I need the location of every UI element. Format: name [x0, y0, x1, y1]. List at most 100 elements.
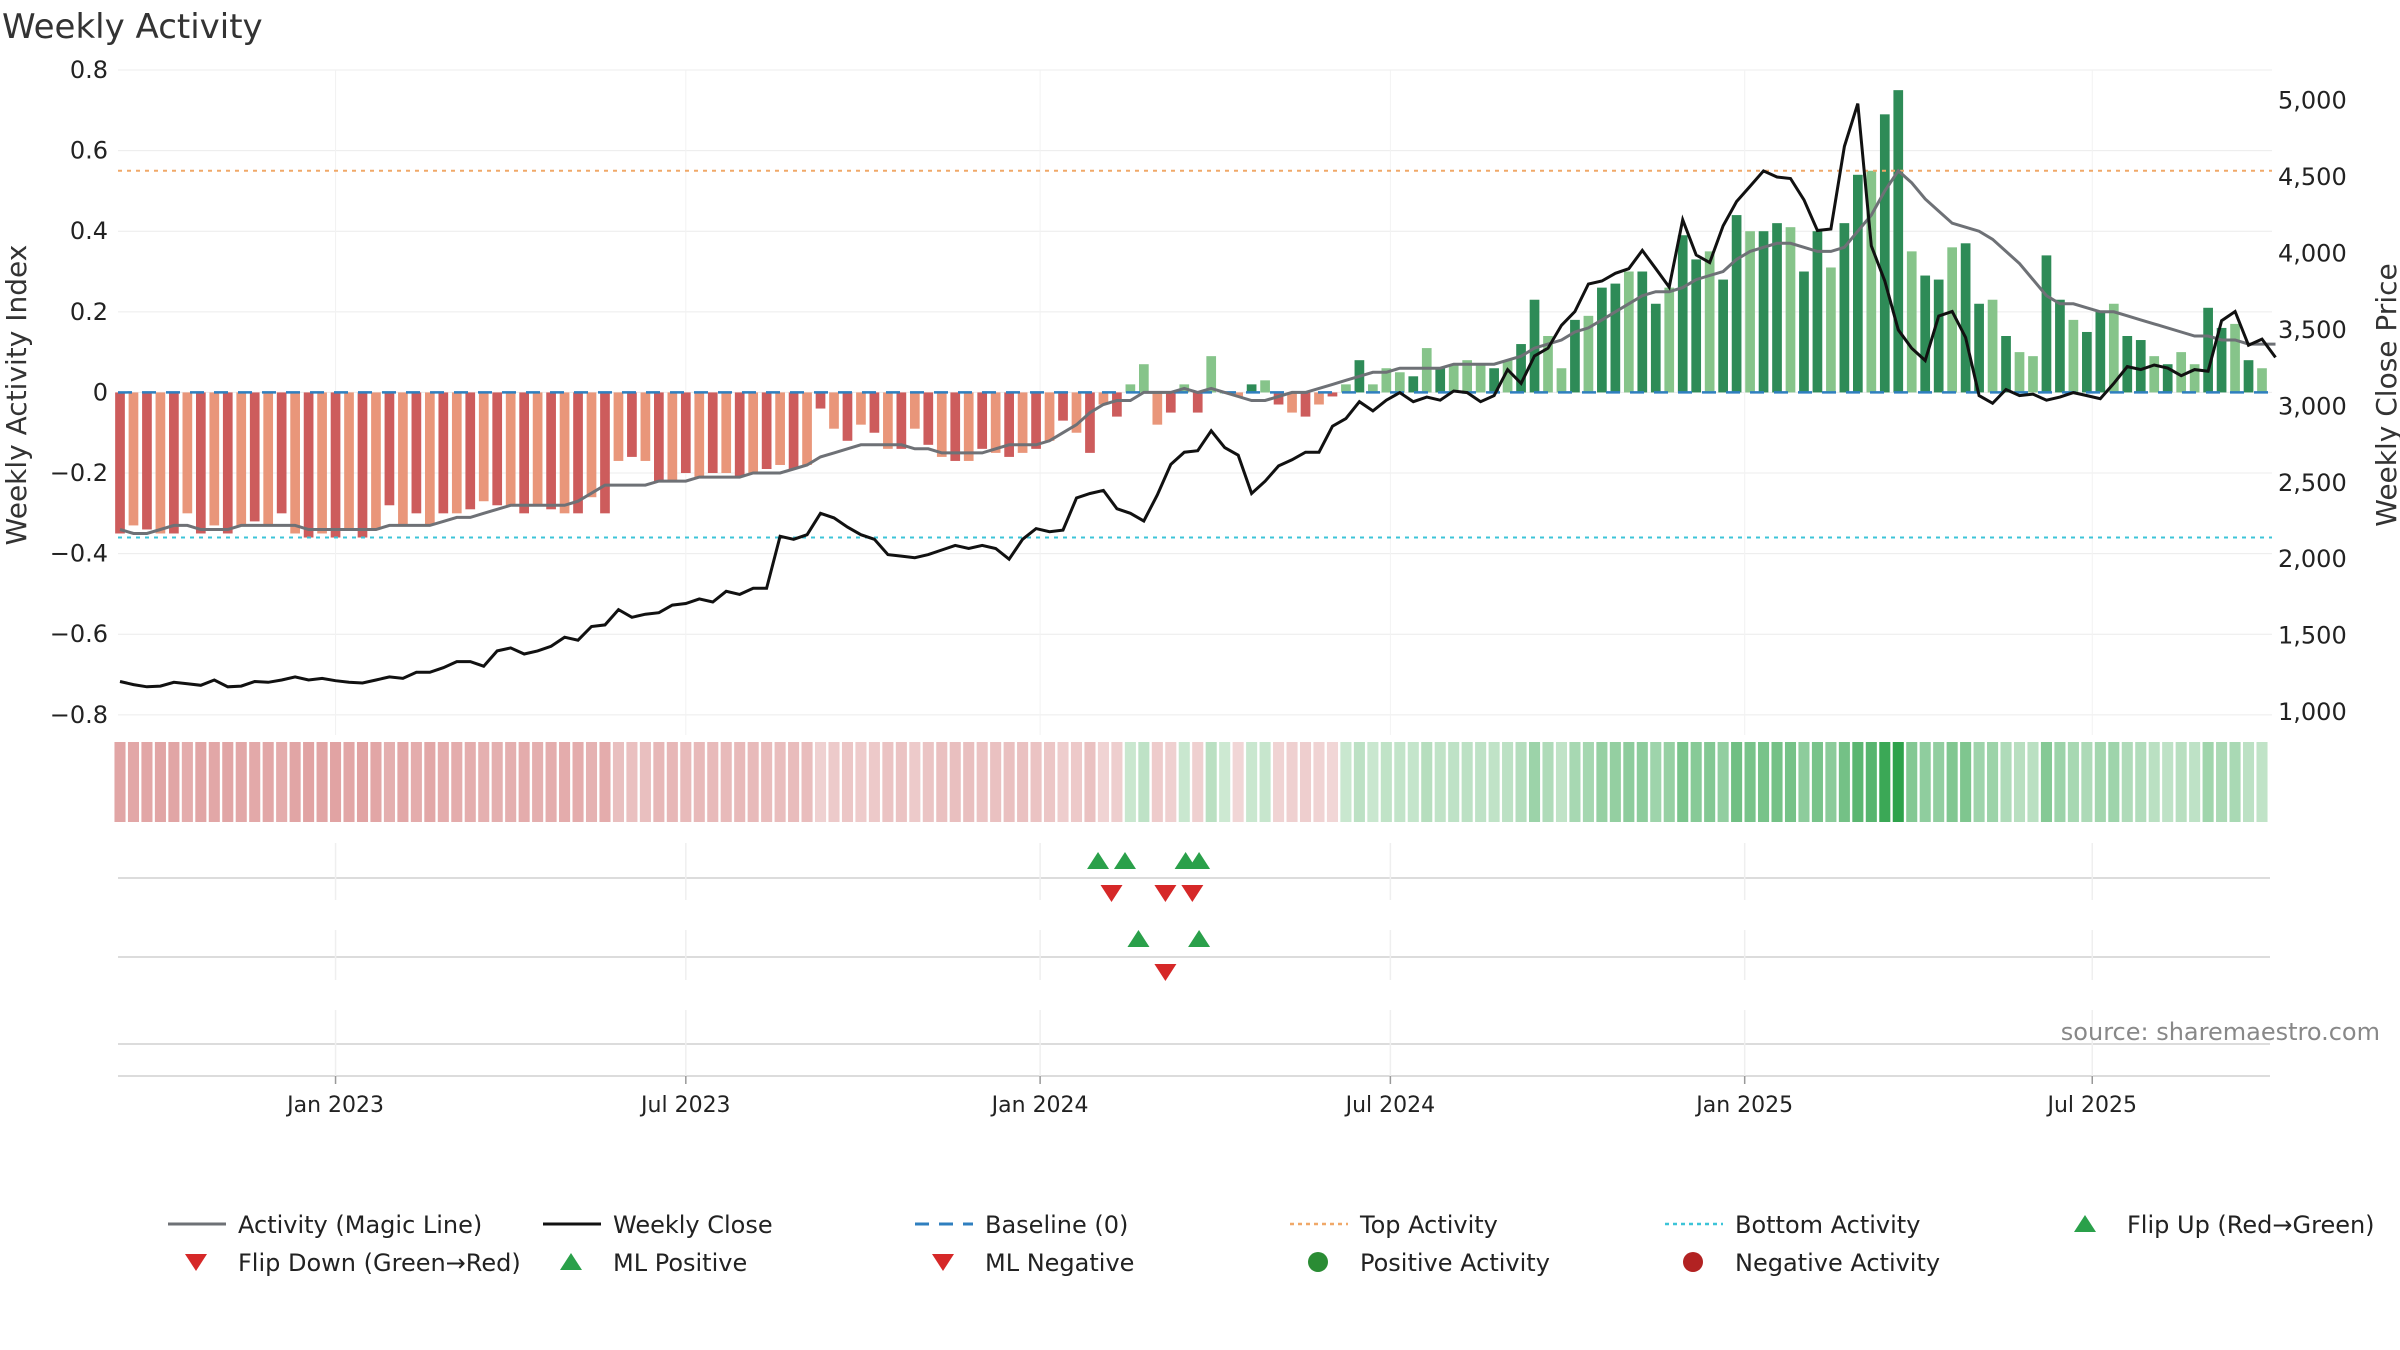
ml-negative-marker — [1154, 964, 1177, 981]
heat-cell — [626, 742, 638, 822]
activity-bar — [1812, 231, 1823, 393]
heat-cell — [2148, 742, 2160, 822]
heat-cell — [451, 742, 463, 822]
heat-cell — [1340, 742, 1352, 822]
activity-bar — [1933, 279, 1944, 393]
activity-bar — [600, 392, 610, 514]
activity-bar — [1408, 376, 1419, 393]
activity-bar — [1731, 215, 1742, 393]
legend-swatch — [185, 1254, 207, 1271]
legend-label: Baseline (0) — [985, 1211, 1128, 1239]
activity-bar — [1381, 368, 1392, 393]
activity-bar — [721, 392, 732, 474]
heat-cell — [330, 742, 342, 822]
heat-cell — [1758, 742, 1770, 822]
heat-cell — [1650, 742, 1662, 822]
heat-cell — [1838, 742, 1850, 822]
heat-cell — [2013, 742, 2026, 822]
heat-cell — [1677, 742, 1689, 822]
flip-down-marker — [1181, 885, 1204, 902]
activity-bar — [1394, 372, 1405, 393]
activity-bar — [1206, 356, 1217, 393]
activity-bar — [1893, 90, 1904, 393]
heat-cell — [990, 742, 1002, 822]
activity-bar — [398, 392, 408, 526]
heat-cell — [424, 742, 436, 822]
legend-label: Weekly Close — [613, 1211, 773, 1239]
heat-cell — [1690, 742, 1702, 822]
heat-cell — [464, 742, 476, 822]
activity-bar — [1799, 271, 1809, 393]
heat-cell — [976, 742, 988, 822]
magic-line — [119, 168, 2276, 535]
activity-bar — [1448, 364, 1459, 393]
heat-cell — [518, 742, 530, 822]
source-note: source: sharemaestro.com — [2061, 1018, 2380, 1046]
heat-cell — [559, 742, 571, 822]
y-tick-label: 0.6 — [70, 137, 108, 165]
heat-cell — [1259, 742, 1271, 822]
heat-cell — [788, 742, 800, 822]
heat-cell — [1731, 742, 1743, 822]
activity-bar — [640, 392, 651, 461]
heat-cell — [1448, 742, 1460, 822]
y-axis-left: 0.8 0.6 0.4 0.2 0 −0.2 −0.4 −0.6 −0.8 — [50, 56, 108, 729]
activity-bar — [1085, 392, 1095, 453]
heat-cell — [437, 742, 449, 822]
x-tick-label: Jan 2023 — [285, 1093, 384, 1118]
heat-cell — [1057, 742, 1069, 822]
flip-down-marker — [1154, 885, 1177, 902]
legend-label: ML Positive — [613, 1249, 747, 1277]
heat-cell — [1987, 742, 1999, 822]
activity-bar — [182, 392, 193, 514]
heat-cell — [922, 742, 934, 822]
heat-cell — [127, 742, 140, 822]
activity-bar — [1435, 368, 1446, 393]
activity-bar — [896, 392, 907, 449]
activity-bar — [2001, 336, 2011, 393]
heat-cell — [720, 742, 732, 822]
activity-bar — [775, 392, 785, 465]
heat-cell — [2175, 742, 2187, 822]
activity-bar — [2203, 307, 2213, 393]
flip-up-marker — [1087, 852, 1110, 869]
activity-bar — [330, 392, 341, 538]
activity-bar — [963, 392, 974, 461]
activity-bar — [195, 392, 206, 534]
y2-tick-label: 4,500 — [2278, 163, 2347, 191]
activity-bar — [303, 392, 314, 538]
heat-cell — [2162, 742, 2174, 822]
y2-tick-label: 2,500 — [2278, 469, 2347, 497]
legend-label: Activity (Magic Line) — [238, 1211, 482, 1239]
heat-cell — [2121, 742, 2133, 822]
activity-bar — [1246, 384, 1257, 393]
x-tick-label: Jan 2025 — [1694, 1093, 1793, 1118]
activity-bar — [1650, 303, 1661, 393]
activity-bar — [909, 392, 920, 429]
heat-cell — [1475, 742, 1487, 822]
heat-cell — [383, 742, 395, 822]
activity-bar — [788, 392, 799, 469]
heat-cell — [963, 742, 975, 822]
activity-bar — [1974, 303, 1984, 393]
activity-bar — [573, 392, 583, 514]
activity-bar — [546, 392, 556, 510]
heat-cell — [1906, 742, 1918, 822]
heat-cell — [235, 742, 247, 822]
activity-bar — [707, 392, 718, 474]
heat-cell — [1313, 742, 1325, 822]
heat-cell — [1502, 742, 1514, 822]
activity-bar — [990, 392, 1001, 453]
heat-cell — [1582, 742, 1594, 822]
activity-bar — [1314, 392, 1324, 405]
heat-cell — [2094, 742, 2106, 822]
y2-axis-label: Weekly Close Price — [2370, 263, 2400, 526]
heat-cell — [1825, 742, 1837, 822]
activity-bar — [1570, 319, 1580, 393]
heat-cell — [208, 742, 220, 822]
activity-bar — [1610, 283, 1621, 393]
heat-cell — [262, 742, 274, 822]
activity-bar — [1691, 259, 1702, 393]
heat-cell — [1717, 742, 1729, 822]
heat-cell — [1623, 742, 1635, 822]
